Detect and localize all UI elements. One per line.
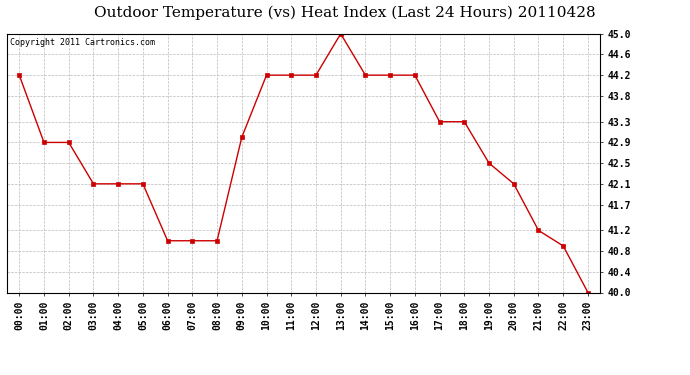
Text: Outdoor Temperature (vs) Heat Index (Last 24 Hours) 20110428: Outdoor Temperature (vs) Heat Index (Las… xyxy=(95,6,595,20)
Text: Copyright 2011 Cartronics.com: Copyright 2011 Cartronics.com xyxy=(10,38,155,46)
